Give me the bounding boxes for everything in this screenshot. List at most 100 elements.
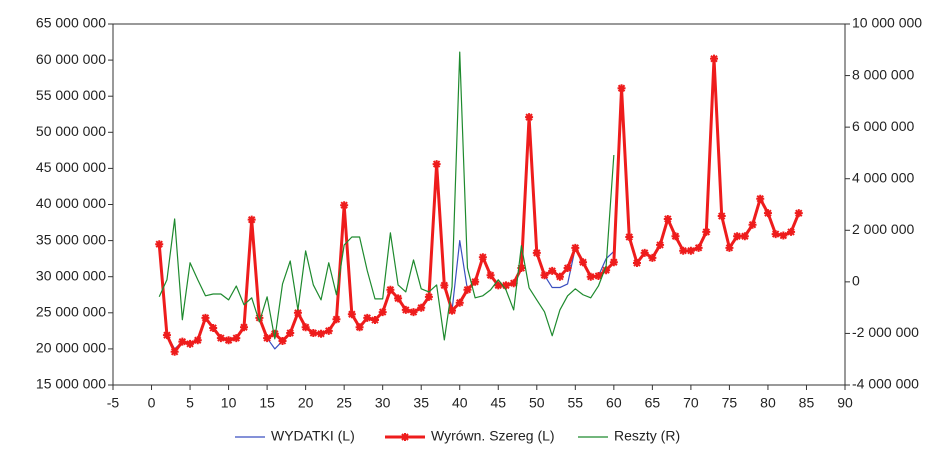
x-tick-label: 85 bbox=[799, 395, 815, 411]
series-marker bbox=[563, 264, 572, 273]
series-marker bbox=[679, 246, 688, 255]
series-marker bbox=[571, 243, 580, 252]
y-tick-label: 60 000 000 bbox=[36, 51, 106, 67]
series-marker bbox=[694, 243, 703, 252]
y-tick-label: 25 000 000 bbox=[36, 304, 106, 320]
x-tick-label: 80 bbox=[760, 395, 776, 411]
y2-tick-label: -4 000 000 bbox=[852, 376, 919, 392]
series-marker bbox=[594, 271, 603, 280]
series-marker bbox=[178, 337, 187, 346]
series-marker bbox=[663, 214, 672, 223]
legend-label: WYDATKI (L) bbox=[271, 428, 355, 444]
series-marker bbox=[517, 264, 526, 273]
series-marker bbox=[717, 212, 726, 221]
y2-tick-label: -2 000 000 bbox=[852, 324, 919, 340]
series-marker bbox=[278, 336, 287, 345]
x-tick-label: 35 bbox=[413, 395, 429, 411]
series-marker bbox=[409, 308, 418, 317]
x-tick-label: 45 bbox=[490, 395, 506, 411]
series-marker bbox=[424, 292, 433, 301]
series-marker bbox=[555, 272, 564, 281]
series-marker bbox=[486, 271, 495, 280]
x-tick-label: 20 bbox=[298, 395, 314, 411]
series-marker bbox=[209, 323, 218, 332]
series-marker bbox=[378, 308, 387, 317]
x-tick-label: 70 bbox=[683, 395, 699, 411]
series-marker bbox=[686, 246, 695, 255]
legend-marker bbox=[401, 433, 409, 441]
series-marker bbox=[309, 329, 318, 338]
series-marker bbox=[247, 215, 256, 224]
series-marker bbox=[632, 258, 641, 267]
series-marker bbox=[640, 248, 649, 257]
series-marker bbox=[162, 331, 171, 340]
series-marker bbox=[355, 323, 364, 332]
series-marker bbox=[671, 232, 680, 241]
x-tick-label: 65 bbox=[645, 395, 661, 411]
x-tick-label: 0 bbox=[148, 395, 156, 411]
series-marker bbox=[201, 313, 210, 322]
series-marker bbox=[725, 243, 734, 252]
series-marker bbox=[155, 240, 164, 249]
y2-tick-label: 10 000 000 bbox=[852, 15, 922, 31]
series-marker bbox=[170, 347, 179, 356]
series-marker bbox=[263, 334, 272, 343]
series-marker bbox=[286, 329, 295, 338]
series-marker bbox=[478, 253, 487, 262]
series-marker bbox=[787, 227, 796, 236]
series-marker bbox=[733, 232, 742, 241]
series-marker bbox=[494, 281, 503, 290]
y-tick-label: 40 000 000 bbox=[36, 195, 106, 211]
series-marker bbox=[255, 313, 264, 322]
series-marker bbox=[525, 113, 534, 122]
x-tick-label: 60 bbox=[606, 395, 622, 411]
y2-tick-label: 6 000 000 bbox=[852, 118, 914, 134]
series-marker bbox=[756, 194, 765, 203]
series-marker bbox=[748, 220, 757, 229]
series-marker bbox=[386, 285, 395, 294]
y2-tick-label: 2 000 000 bbox=[852, 221, 914, 237]
series-marker bbox=[232, 334, 241, 343]
series-marker bbox=[332, 315, 341, 324]
y-tick-label: 45 000 000 bbox=[36, 159, 106, 175]
series-marker bbox=[740, 232, 749, 241]
series-line bbox=[158, 51, 615, 341]
series-marker bbox=[370, 316, 379, 325]
series-marker bbox=[501, 281, 510, 290]
series-marker bbox=[509, 279, 518, 288]
y-tick-label: 65 000 000 bbox=[36, 15, 106, 31]
y-tick-label: 50 000 000 bbox=[36, 123, 106, 139]
legend-label: Reszty (R) bbox=[614, 428, 680, 444]
series-marker bbox=[401, 305, 410, 314]
series-marker bbox=[548, 266, 557, 275]
x-tick-label: 40 bbox=[452, 395, 468, 411]
y-tick-label: 15 000 000 bbox=[36, 376, 106, 392]
series-marker bbox=[270, 329, 279, 338]
y2-tick-label: 4 000 000 bbox=[852, 169, 914, 185]
series-marker bbox=[471, 277, 480, 286]
x-tick-label: 55 bbox=[568, 395, 584, 411]
x-tick-label: 5 bbox=[186, 395, 194, 411]
x-tick-label: 10 bbox=[221, 395, 237, 411]
x-tick-label: 25 bbox=[336, 395, 352, 411]
series-marker bbox=[440, 281, 449, 290]
series-marker bbox=[363, 313, 372, 322]
x-tick-label: 90 bbox=[837, 395, 853, 411]
series-marker bbox=[609, 258, 618, 267]
series-marker bbox=[586, 272, 595, 281]
x-tick-label: 75 bbox=[722, 395, 738, 411]
series-marker bbox=[710, 54, 719, 63]
series-marker bbox=[794, 209, 803, 218]
series-marker bbox=[532, 248, 541, 257]
series-marker bbox=[625, 232, 634, 241]
series-marker bbox=[347, 310, 356, 319]
x-tick-label: -5 bbox=[107, 395, 120, 411]
series-marker bbox=[648, 253, 657, 262]
series-marker bbox=[702, 227, 711, 236]
plot-frame bbox=[112, 23, 846, 386]
series-marker bbox=[317, 329, 326, 338]
series-marker bbox=[239, 323, 248, 332]
y-tick-label: 20 000 000 bbox=[36, 340, 106, 356]
y-tick-label: 55 000 000 bbox=[36, 87, 106, 103]
